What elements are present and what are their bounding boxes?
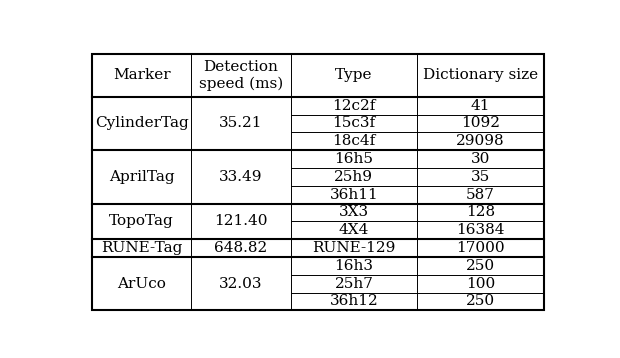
Text: 16h3: 16h3: [334, 259, 373, 273]
Text: ArUco: ArUco: [117, 277, 166, 291]
Text: AprilTag: AprilTag: [108, 170, 174, 184]
Text: 648.82: 648.82: [215, 241, 268, 255]
Text: 587: 587: [466, 188, 495, 202]
Text: 35: 35: [471, 170, 490, 184]
Text: RUNE-129: RUNE-129: [312, 241, 396, 255]
Text: Dictionary size: Dictionary size: [423, 68, 538, 82]
Text: 33.49: 33.49: [219, 170, 263, 184]
Text: Type: Type: [335, 68, 373, 82]
Text: TopoTag: TopoTag: [109, 214, 174, 228]
Text: Detection
speed (ms): Detection speed (ms): [199, 60, 283, 91]
Text: 15c3f: 15c3f: [332, 116, 376, 130]
Text: 12c2f: 12c2f: [332, 98, 376, 113]
Text: 36h11: 36h11: [329, 188, 378, 202]
Text: 16384: 16384: [456, 223, 505, 237]
Text: 35.21: 35.21: [219, 116, 263, 130]
Text: 17000: 17000: [456, 241, 505, 255]
Text: 25h9: 25h9: [334, 170, 373, 184]
Text: 100: 100: [466, 277, 495, 291]
Text: 25h7: 25h7: [334, 277, 373, 291]
Text: 3X3: 3X3: [339, 205, 369, 219]
Text: 30: 30: [471, 152, 490, 166]
Text: 250: 250: [466, 294, 495, 309]
Text: 1092: 1092: [461, 116, 500, 130]
Text: Marker: Marker: [113, 68, 171, 82]
Text: 4X4: 4X4: [339, 223, 369, 237]
Text: 18c4f: 18c4f: [332, 134, 376, 148]
Text: 29098: 29098: [456, 134, 505, 148]
Text: 250: 250: [466, 259, 495, 273]
Text: 16h5: 16h5: [334, 152, 373, 166]
Text: RUNE-Tag: RUNE-Tag: [101, 241, 182, 255]
Text: 36h12: 36h12: [329, 294, 378, 309]
Text: CylinderTag: CylinderTag: [95, 116, 188, 130]
Text: 32.03: 32.03: [219, 277, 263, 291]
Text: 128: 128: [466, 205, 495, 219]
Text: 121.40: 121.40: [215, 214, 268, 228]
Text: 41: 41: [471, 98, 490, 113]
